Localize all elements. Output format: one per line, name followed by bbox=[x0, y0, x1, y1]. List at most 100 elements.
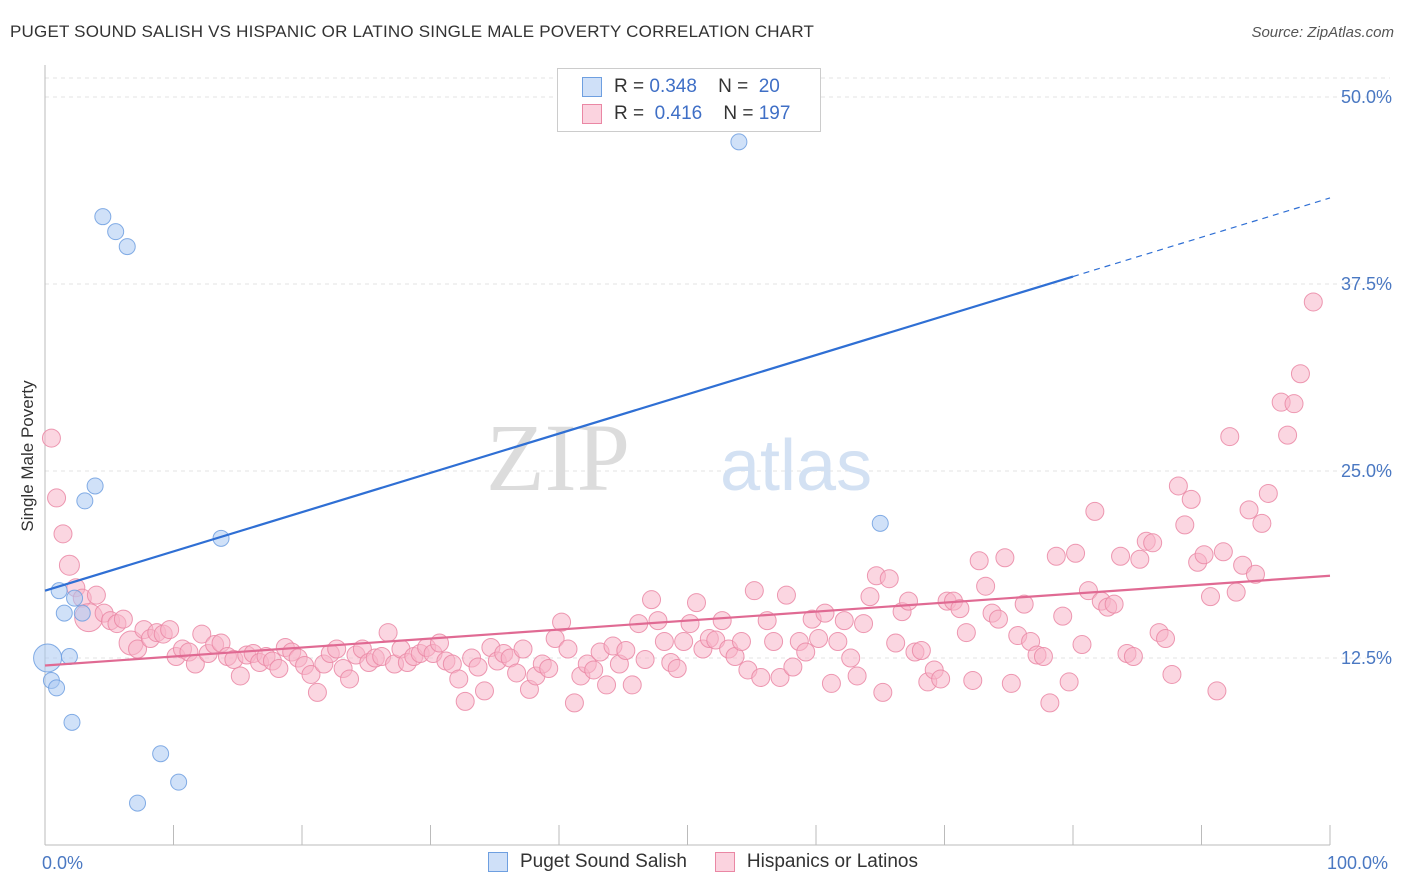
data-point bbox=[1072, 635, 1092, 655]
data-point bbox=[539, 658, 559, 678]
data-point bbox=[113, 609, 133, 629]
y-tick-labels: 12.5% 25.0% 37.5% 50.0% bbox=[1341, 87, 1392, 668]
data-point bbox=[468, 657, 488, 677]
data-point bbox=[129, 794, 147, 812]
data-point bbox=[828, 632, 848, 652]
legend-item-hispanic[interactable]: Hispanics or Latinos bbox=[714, 851, 918, 873]
data-point bbox=[1200, 587, 1220, 607]
data-point bbox=[1143, 533, 1163, 553]
data-point bbox=[1258, 483, 1278, 503]
data-point bbox=[58, 554, 80, 576]
y-tick-label: 50.0% bbox=[1341, 87, 1392, 107]
data-point bbox=[1226, 582, 1246, 602]
x-min-label: 0.0% bbox=[42, 853, 84, 873]
data-point bbox=[1175, 515, 1195, 535]
data-point bbox=[815, 603, 835, 623]
axes bbox=[44, 65, 1331, 846]
data-point bbox=[55, 604, 73, 622]
data-point bbox=[731, 632, 751, 652]
data-point bbox=[860, 587, 880, 607]
correlation-legend: R = 0.348 N = 20 R = 0.416 N = 197 bbox=[557, 68, 821, 132]
data-point bbox=[764, 632, 784, 652]
data-point bbox=[1046, 546, 1066, 566]
r-value: 0.348 bbox=[649, 76, 697, 97]
data-point bbox=[635, 649, 655, 669]
legend-label: Puget Sound Salish bbox=[520, 851, 687, 872]
data-point bbox=[956, 623, 976, 643]
data-point bbox=[770, 667, 790, 687]
data-point bbox=[66, 589, 84, 607]
data-point bbox=[455, 691, 475, 711]
data-point bbox=[995, 548, 1015, 568]
data-point bbox=[1290, 364, 1310, 384]
data-point bbox=[1085, 501, 1105, 521]
data-point bbox=[963, 670, 983, 690]
data-point bbox=[378, 623, 398, 643]
source-label: Source: ZipAtlas.com bbox=[1251, 24, 1394, 41]
data-point bbox=[988, 609, 1008, 629]
data-point bbox=[1066, 543, 1086, 563]
n-value: 20 bbox=[758, 76, 780, 97]
data-point bbox=[269, 658, 289, 678]
data-point bbox=[327, 639, 347, 659]
data-point bbox=[712, 611, 732, 631]
x-max-label: 100.0% bbox=[1327, 853, 1389, 873]
data-point bbox=[33, 643, 63, 673]
data-point bbox=[976, 576, 996, 596]
legend-swatch-blue bbox=[582, 77, 602, 97]
data-point bbox=[160, 620, 180, 640]
data-point bbox=[1033, 647, 1053, 667]
data-point bbox=[1111, 546, 1131, 566]
data-point bbox=[950, 599, 970, 619]
data-point bbox=[899, 591, 919, 611]
data-point bbox=[1252, 513, 1272, 533]
data-point bbox=[886, 633, 906, 653]
data-point bbox=[94, 208, 112, 226]
data-point bbox=[1078, 581, 1098, 601]
data-point bbox=[1053, 606, 1073, 626]
data-point bbox=[449, 669, 469, 689]
data-point bbox=[1123, 647, 1143, 667]
data-point bbox=[1278, 425, 1298, 445]
data-point bbox=[513, 639, 533, 659]
trend-line bbox=[44, 275, 1074, 592]
data-point bbox=[783, 657, 803, 677]
data-point bbox=[47, 488, 67, 508]
y-tick-label: 12.5% bbox=[1341, 648, 1392, 668]
data-point bbox=[41, 428, 61, 448]
data-point bbox=[564, 693, 584, 713]
data-point bbox=[474, 681, 494, 701]
data-point bbox=[340, 669, 360, 689]
series-puget-sound-salish bbox=[33, 133, 889, 812]
data-point bbox=[796, 642, 816, 662]
data-point bbox=[841, 648, 861, 668]
data-point bbox=[1168, 476, 1188, 496]
data-point bbox=[809, 629, 829, 649]
legend-row-hispanic: R = 0.416 N = 197 bbox=[582, 102, 790, 126]
y-tick-label: 25.0% bbox=[1341, 461, 1392, 481]
data-point bbox=[648, 611, 668, 631]
data-point bbox=[558, 639, 578, 659]
data-point bbox=[1040, 693, 1060, 713]
data-point bbox=[1162, 664, 1182, 684]
data-point bbox=[63, 713, 81, 731]
legend-item-puget[interactable]: Puget Sound Salish bbox=[488, 851, 687, 873]
data-point bbox=[616, 641, 636, 661]
data-point bbox=[301, 664, 321, 684]
data-point bbox=[230, 666, 250, 686]
data-point bbox=[834, 611, 854, 631]
n-label: N = bbox=[723, 103, 754, 124]
data-point bbox=[1213, 542, 1233, 562]
data-point bbox=[821, 673, 841, 693]
data-point bbox=[654, 632, 674, 652]
data-point bbox=[307, 682, 327, 702]
trend-line-extension bbox=[1072, 197, 1331, 278]
data-point bbox=[873, 682, 893, 702]
data-point bbox=[152, 745, 170, 763]
data-point bbox=[730, 133, 748, 151]
data-point bbox=[1284, 394, 1304, 414]
data-point bbox=[192, 624, 212, 644]
data-point bbox=[1059, 672, 1079, 692]
data-point bbox=[86, 585, 106, 605]
data-point bbox=[1181, 489, 1201, 509]
